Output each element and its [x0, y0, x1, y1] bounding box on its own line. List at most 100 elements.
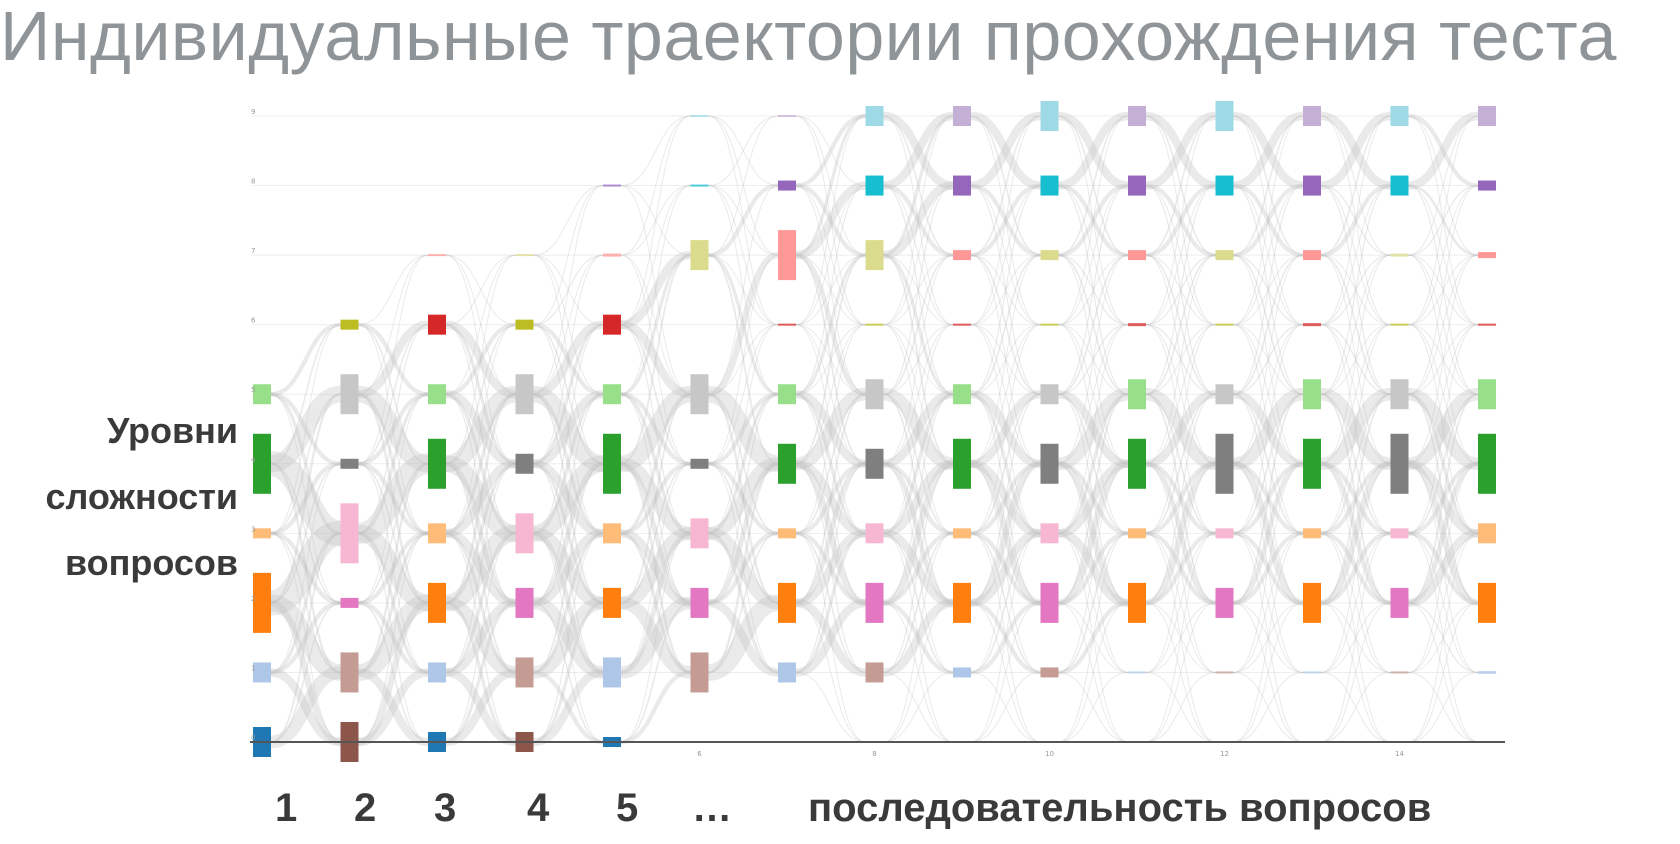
flow-link-s13-l3-to-l6	[1320, 324, 1391, 534]
flow-link-s14-l5-to-l8	[1408, 185, 1479, 395]
flow-link-s11-l6-to-l3	[1145, 324, 1216, 534]
flow-link-s1-l2-to-l5	[270, 393, 341, 605]
flow-link-s9-l7-to-l9	[970, 115, 1041, 256]
flow-link-s14-l6-to-l3	[1408, 324, 1479, 534]
flow-link-s2-l2-to-l3	[358, 531, 429, 605]
flow-link-s14-l0-to-l2	[1408, 602, 1479, 743]
flow-link-s10-l7-to-l8	[1058, 183, 1129, 258]
node-step13-level3	[1303, 528, 1321, 539]
flow-link-s9-l8-to-l7	[970, 183, 1041, 258]
flow-link-s7-l6-to-l4	[795, 324, 866, 465]
flow-link-s4-l2-to-l3	[532, 529, 604, 608]
flow-link-s1-l1-to-l3	[270, 531, 341, 675]
flow-link-s12-l5-to-l4	[1232, 390, 1304, 468]
flow-link-s7-l2-to-l4	[795, 461, 867, 606]
flow-link-s10-l3-to-l5	[1058, 392, 1129, 535]
flow-link-s1-l5-to-l4	[270, 392, 341, 466]
flow-link-s14-l8-to-l6	[1408, 185, 1479, 326]
node-step13-level5	[1303, 379, 1321, 410]
flow-link-s9-l5-to-l2	[970, 393, 1041, 604]
flow-link-s7-l4-to-l6	[795, 324, 866, 465]
flow-link-s1-l5-to-l3	[270, 392, 341, 535]
flow-link-s10-l3-to-l6	[1058, 324, 1129, 534]
flow-link-s7-l3-to-l0	[795, 532, 866, 743]
flow-link-s9-l5-to-l6	[970, 324, 1041, 395]
node-step15-level4	[1478, 433, 1496, 494]
flow-link-s12-l5-to-l6	[1233, 324, 1304, 395]
flow-link-s9-l3-to-l1	[970, 532, 1041, 674]
flow-link-s10-l4-to-l1	[1058, 463, 1129, 673]
flow-link-s8-l0-to-l2	[883, 602, 954, 743]
flow-link-s6-l4-to-l3	[708, 461, 779, 536]
flow-link-s3-l1-to-l2	[445, 598, 517, 677]
flow-link-s5-l2-to-l3	[620, 527, 692, 610]
flow-link-s10-l1-to-l0	[1058, 671, 1129, 743]
flow-link-s11-l0-to-l3	[1145, 532, 1216, 743]
flow-link-s9-l2-to-l3	[970, 529, 1042, 608]
flow-link-s11-l6-to-l5	[1145, 324, 1216, 395]
node-step7-level6	[778, 323, 796, 326]
flow-link-s6-l5-to-l6	[708, 324, 779, 395]
node-step14-level3	[1390, 528, 1409, 539]
flow-link-s11-l3-to-l6	[1145, 324, 1216, 534]
y-tick-label-9: 9	[251, 108, 255, 116]
flow-link-s7-l6-to-l3	[795, 324, 866, 534]
flow-link-s1-l2-to-l0	[270, 599, 342, 746]
flow-link-s10-l9-to-l8	[1057, 111, 1129, 190]
flow-link-s10-l1-to-l4	[1058, 463, 1129, 673]
flow-link-s14-l5-to-l6	[1408, 324, 1479, 395]
flow-link-s10-l2-to-l3	[1058, 531, 1129, 605]
node-step11-level3	[1128, 528, 1146, 539]
flow-link-s6-l1-to-l2	[707, 594, 780, 681]
flow-link-s10-l4-to-l3	[1058, 461, 1129, 536]
node-step12-level2	[1215, 587, 1234, 618]
flow-link-s7-l7-to-l4	[795, 254, 866, 465]
flow-link-s4-l7-to-l4	[533, 254, 604, 465]
flow-link-s9-l1-to-l0	[970, 671, 1041, 743]
flow-link-s4-l3-to-l4	[532, 455, 605, 542]
flow-link-s1-l3-to-l2	[270, 531, 341, 605]
flow-link-s5-l7-to-l8	[620, 185, 691, 256]
flow-link-s2-l1-to-l4	[358, 462, 429, 674]
node-step15-level3	[1478, 523, 1496, 544]
flow-link-s7-l4-to-l1	[795, 463, 866, 674]
flow-link-s7-l9-to-l7	[795, 115, 866, 256]
flow-link-s10-l5-to-l4	[1057, 390, 1129, 468]
node-step6-level8	[690, 184, 709, 187]
flow-link-s13-l7-to-l4	[1320, 254, 1391, 465]
flow-link-s13-l4-to-l5	[1320, 387, 1392, 471]
flow-link-s4-l5-to-l3	[533, 392, 604, 535]
flow-link-s6-l5-to-l4	[707, 385, 780, 473]
flow-link-s4-l4-to-l3	[532, 459, 604, 538]
flow-link-s12-l6-to-l8	[1233, 185, 1304, 326]
flow-link-s11-l3-to-l2	[1145, 531, 1216, 605]
flow-link-s5-l3-to-l2	[620, 529, 692, 608]
flow-link-s5-l5-to-l7	[620, 253, 691, 396]
flow-link-s8-l2-to-l3	[883, 531, 954, 605]
level-nodes	[253, 101, 1496, 762]
flow-link-s7-l5-to-l4	[795, 390, 867, 468]
flow-link-s8-l2-to-l0	[883, 602, 954, 743]
flow-link-s1-l4-to-l5	[269, 385, 342, 473]
flow-link-s5-l2-to-l1	[620, 596, 692, 679]
flow-link-s9-l5-to-l3	[970, 392, 1041, 535]
flow-link-s5-l0-to-l1	[620, 670, 691, 745]
flow-link-s10-l4-to-l5	[1057, 387, 1129, 471]
flow-link-s14-l9-to-l6	[1408, 115, 1479, 326]
flow-link-s9-l3-to-l6	[970, 324, 1041, 534]
flow-link-s2-l3-to-l1	[358, 531, 429, 675]
node-step4-level7	[515, 254, 534, 257]
flow-link-s12-l5-to-l7	[1233, 254, 1304, 396]
flow-link-s10-l2-to-l5	[1058, 393, 1129, 604]
node-step6-level4	[690, 458, 709, 469]
flow-link-s14-l3-to-l6	[1408, 324, 1479, 534]
flow-link-s4-l3-to-l6	[533, 324, 604, 534]
flow-link-s5-l6-to-l4	[620, 323, 691, 465]
flow-link-s7-l7-to-l6	[795, 254, 866, 326]
flow-link-s12-l0-to-l1	[1233, 671, 1304, 743]
flow-link-s7-l2-to-l0	[795, 602, 866, 743]
node-step10-level5	[1040, 384, 1059, 405]
flow-link-s10-l8-to-l9	[1057, 111, 1129, 190]
flow-link-s4-l2-to-l1	[532, 596, 604, 679]
flow-link-s4-l4-to-l6	[533, 323, 604, 466]
